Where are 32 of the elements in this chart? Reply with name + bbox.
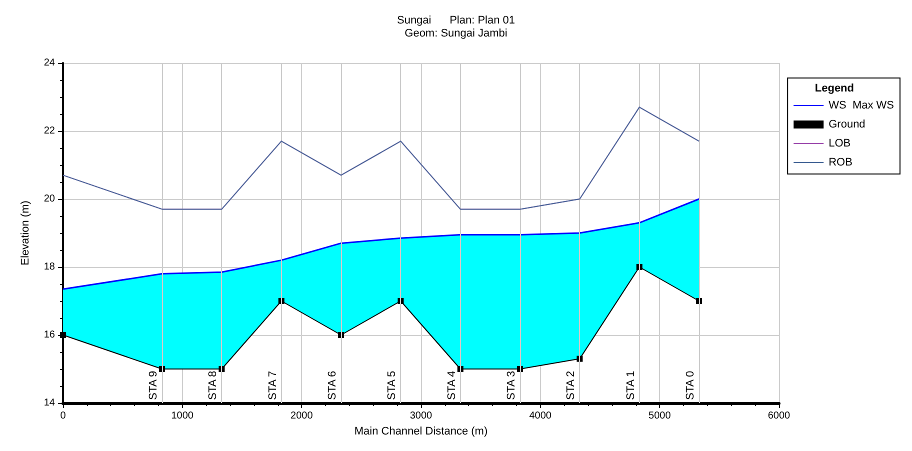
x-axis-title: Main Channel Distance (m) xyxy=(354,425,488,438)
ref-line-label: STA 2 xyxy=(565,370,578,400)
legend-label: WS Max WS xyxy=(828,100,894,112)
y-axis-title: Elevation (m) xyxy=(20,200,32,266)
ref-line-label: STA 7 xyxy=(266,370,279,400)
legend-title: Legend xyxy=(814,82,854,94)
x-tick-label: 0 xyxy=(60,410,66,422)
y-tick-label: 18 xyxy=(44,262,56,272)
ref-line-label: STA 3 xyxy=(506,370,518,400)
y-tick-label: 20 xyxy=(44,194,56,204)
y-tick-label: 16 xyxy=(44,330,56,340)
x-tick-label: 6000 xyxy=(768,410,791,422)
x-tick-label: 3000 xyxy=(410,410,433,422)
y-tick-label: 22 xyxy=(44,126,56,136)
chart-subtitle: Geom: Sungai Jambi xyxy=(404,28,508,40)
legend-label: LOB xyxy=(828,138,851,150)
legend-label: ROB xyxy=(828,156,852,168)
ref-line-label: STA 4 xyxy=(446,370,458,400)
x-tick-label: 5000 xyxy=(648,410,672,422)
x-tick-label: 1000 xyxy=(171,410,194,422)
legend-label: Ground xyxy=(828,118,866,130)
x-tick-label: 2000 xyxy=(290,410,314,422)
ref-line-label: STA 5 xyxy=(386,370,398,400)
ref-line-label: STA 8 xyxy=(207,370,220,400)
ref-line-label: STA 9 xyxy=(148,370,160,400)
ref-line-label: STA 0 xyxy=(684,370,697,400)
y-tick-label: 24 xyxy=(44,58,56,68)
y-tick-label: 14 xyxy=(44,398,56,408)
x-tick-label: 4000 xyxy=(529,410,552,422)
chart-title: Sungai Plan: Plan 01 xyxy=(396,14,516,26)
ref-line-label: STA 6 xyxy=(326,370,339,400)
ref-line-label: STA 1 xyxy=(624,370,637,400)
